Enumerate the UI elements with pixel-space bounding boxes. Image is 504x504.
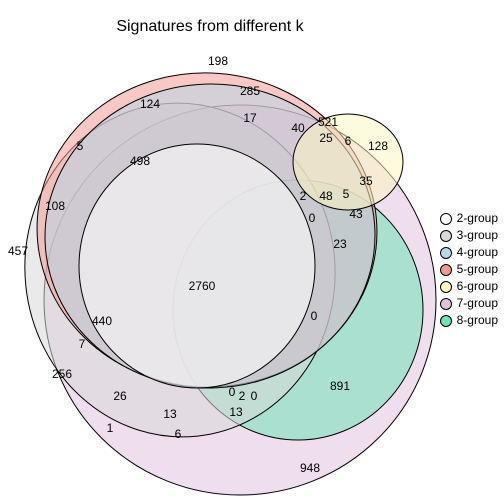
legend-swatch-icon [440,264,452,276]
venn-ellipse-2-group [79,144,315,388]
venn-count: 124 [140,97,160,111]
venn-count: 26 [113,389,127,403]
legend-swatch-icon [440,315,452,327]
legend-item: 2-group [440,210,498,227]
venn-count: 7 [79,337,86,351]
legend-item: 5-group [440,261,498,278]
legend-item: 7-group [440,295,498,312]
venn-count: 40 [291,121,305,135]
legend-item: 4-group [440,244,498,261]
legend-label: 7-group [457,295,498,312]
venn-count: 108 [45,199,65,213]
venn-count: 0 [229,385,236,399]
venn-count: 1 [107,421,114,435]
venn-count: 498 [130,154,150,168]
venn-count: 128 [368,139,388,153]
legend-item: 3-group [440,227,498,244]
venn-count: 0 [251,389,258,403]
venn-count: 25 [319,131,333,145]
venn-count: 5 [77,139,84,153]
legend-swatch-icon [440,247,452,259]
legend-item: 6-group [440,278,498,295]
legend-swatch-icon [440,230,452,242]
legend-label: 3-group [457,227,498,244]
venn-count: 440 [92,314,112,328]
venn-count: 0 [311,309,318,323]
venn-count: 6 [345,134,352,148]
venn-count: 13 [229,405,243,419]
legend-label: 5-group [457,261,498,278]
venn-count: 285 [240,84,260,98]
venn-count: 5 [343,187,350,201]
legend: 2-group3-group4-group5-group6-group7-gro… [440,210,498,329]
legend-label: 8-group [457,312,498,329]
venn-count: 948 [300,461,320,475]
venn-count: 35 [359,174,373,188]
venn-count: 2 [300,189,307,203]
venn-count: 0 [309,211,316,225]
legend-swatch-icon [440,298,452,310]
venn-count: 6 [175,427,182,441]
venn-count: 457 [8,244,28,258]
venn-count: 198 [208,54,228,68]
venn-count: 48 [319,189,333,203]
legend-swatch-icon [440,213,452,225]
venn-count: 256 [52,367,72,381]
venn-count: 521 [318,115,338,129]
venn-count: 891 [330,379,350,393]
legend-label: 4-group [457,244,498,261]
venn-count: 2760 [189,279,216,293]
venn-count: 23 [333,237,347,251]
venn-diagram: 2760198285124549817405212561282485354302… [0,0,504,504]
venn-count: 43 [349,207,363,221]
legend-label: 2-group [457,210,498,227]
venn-count: 13 [163,407,177,421]
venn-count: 2 [239,389,246,403]
legend-swatch-icon [440,281,452,293]
venn-count: 17 [243,111,257,125]
legend-item: 8-group [440,312,498,329]
legend-label: 6-group [457,278,498,295]
